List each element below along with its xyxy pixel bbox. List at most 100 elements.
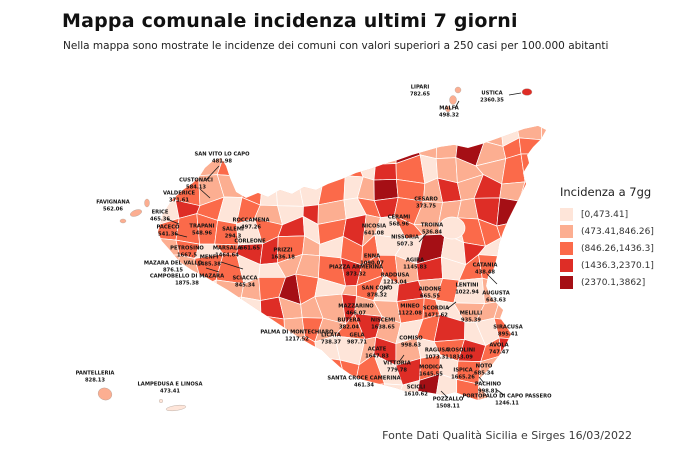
municipality-cell bbox=[340, 420, 365, 444]
municipality-cell bbox=[99, 96, 118, 126]
municipality-cell bbox=[158, 338, 165, 360]
municipality-cell bbox=[158, 80, 186, 106]
municipality-cell bbox=[159, 126, 185, 144]
municipality-cell bbox=[498, 337, 526, 361]
islands-group bbox=[97, 86, 533, 412]
municipality-cell bbox=[94, 54, 120, 81]
municipality-cell bbox=[294, 55, 318, 82]
leader-line bbox=[440, 390, 449, 399]
municipality-cell bbox=[175, 139, 207, 167]
municipality-cell bbox=[273, 355, 307, 379]
municipality-cell bbox=[539, 395, 546, 400]
municipality-cell bbox=[235, 156, 264, 179]
municipality-cell bbox=[174, 334, 203, 359]
municipality-cell bbox=[496, 375, 522, 400]
municipality-cell bbox=[158, 317, 167, 344]
municipality-cell bbox=[481, 277, 500, 304]
municipality-cell bbox=[355, 82, 385, 105]
municipality-cell bbox=[115, 401, 137, 425]
municipality-cell bbox=[194, 353, 227, 381]
municipality-cell bbox=[440, 58, 457, 84]
municipality-cell bbox=[435, 373, 458, 400]
legend-bin-label: (473.41,846.26] bbox=[581, 226, 654, 237]
municipality-cell bbox=[122, 145, 134, 166]
municipality-cell bbox=[403, 86, 419, 104]
municipality-cell bbox=[134, 225, 157, 246]
municipality-cell bbox=[97, 297, 126, 325]
municipality-cell bbox=[315, 375, 346, 400]
municipality-cell bbox=[581, 159, 602, 186]
municipality-cell bbox=[513, 297, 539, 323]
municipality-cell bbox=[544, 55, 566, 86]
municipality-cell bbox=[564, 138, 586, 160]
municipality-cell bbox=[575, 60, 605, 86]
municipality-cell bbox=[123, 420, 137, 438]
municipality-cell bbox=[435, 140, 459, 159]
municipality-cell bbox=[578, 357, 600, 379]
municipality-cell bbox=[514, 235, 545, 266]
municipality-cell bbox=[493, 297, 521, 323]
municipality-cell bbox=[184, 95, 203, 124]
municipality-cell bbox=[474, 126, 504, 147]
municipality-cell bbox=[565, 78, 578, 106]
municipality-cell bbox=[97, 234, 125, 260]
municipality-cell bbox=[585, 375, 602, 401]
municipality-cell bbox=[184, 76, 196, 106]
municipality-cell bbox=[335, 102, 360, 125]
island-favignana bbox=[130, 209, 142, 217]
municipality-cell bbox=[535, 153, 546, 187]
municipality-cell bbox=[493, 255, 527, 282]
municipality-cell bbox=[216, 153, 247, 177]
municipality-cell bbox=[318, 126, 341, 141]
municipality-cell bbox=[277, 415, 302, 444]
municipality-cell bbox=[354, 383, 386, 400]
municipality-cell bbox=[315, 79, 340, 102]
municipality-cell bbox=[196, 76, 219, 98]
municipality-cell bbox=[379, 86, 403, 104]
municipality-cell bbox=[114, 175, 144, 201]
leader-line bbox=[398, 354, 405, 363]
municipality-cell bbox=[98, 355, 119, 378]
municipality-cell bbox=[335, 126, 367, 141]
leader-line bbox=[166, 218, 180, 225]
municipality-cell bbox=[496, 404, 521, 425]
municipality-cell bbox=[513, 200, 540, 225]
municipality-cell bbox=[558, 55, 577, 81]
municipality-cell bbox=[255, 373, 278, 400]
municipality-cell bbox=[158, 142, 165, 167]
municipality-cell bbox=[516, 395, 543, 400]
municipality-cell bbox=[97, 215, 122, 244]
municipality-cell bbox=[275, 55, 299, 81]
municipality-cell bbox=[297, 126, 321, 138]
municipality-cell bbox=[158, 254, 160, 286]
municipality-cell bbox=[223, 135, 237, 158]
municipality-cell bbox=[578, 99, 599, 123]
municipality-cell bbox=[574, 398, 603, 425]
municipality-cell bbox=[117, 54, 145, 83]
municipality-cell bbox=[564, 105, 586, 121]
municipality-cell bbox=[416, 126, 445, 127]
leader-line bbox=[486, 273, 498, 285]
municipality-cell bbox=[224, 405, 244, 420]
municipality-cell bbox=[235, 126, 262, 147]
municipality-cell bbox=[514, 126, 543, 127]
municipality-cell bbox=[578, 342, 598, 364]
municipality-cell bbox=[493, 317, 526, 341]
municipality-cell bbox=[513, 221, 540, 239]
municipality-cell bbox=[181, 422, 206, 442]
municipality-cell bbox=[240, 315, 262, 343]
municipality-cell bbox=[254, 315, 286, 344]
municipality-cell bbox=[141, 54, 164, 85]
municipality-cell bbox=[533, 126, 546, 127]
legend-bin-label: (1436.3,2370.1] bbox=[581, 260, 654, 271]
municipality-cell bbox=[297, 155, 325, 179]
leader-line bbox=[508, 92, 522, 96]
municipality-cell bbox=[125, 259, 141, 285]
municipality-cell bbox=[393, 126, 418, 139]
legend-bin-row: [0,473.41] bbox=[560, 206, 654, 223]
municipality-cell bbox=[577, 81, 601, 105]
legend-bin-row: (846.26,1436.3] bbox=[560, 240, 654, 257]
municipality-cell bbox=[233, 341, 259, 364]
municipality-cell bbox=[563, 315, 579, 343]
municipality-cell bbox=[356, 136, 383, 165]
